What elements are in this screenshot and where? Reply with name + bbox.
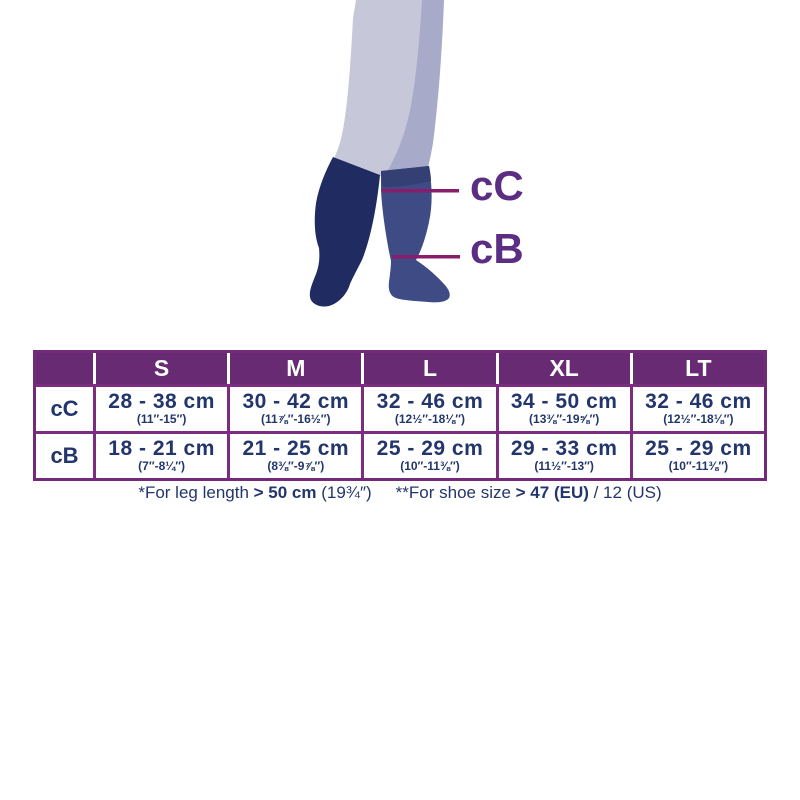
cell-cc-s: 28 - 38 cm (11″-15″) — [93, 384, 228, 431]
cell-cc-m: 30 - 42 cm (11⅞″-16½″) — [227, 384, 362, 431]
cb-xl-inches: (11½″-13″) — [534, 459, 594, 473]
size-table: S M L XL LT cC 28 - 38 cm (11″-15″) 30 -… — [33, 350, 767, 481]
cell-cc-lt: 32 - 46 cm (12½″-18⅛″) — [629, 384, 764, 431]
cc-s-inches: (11″-15″) — [136, 412, 187, 426]
cb-xl-cm: 29 - 33 cm — [510, 437, 618, 460]
cc-m-inches: (11⅞″-16½″) — [261, 412, 331, 426]
cc-measure-line — [382, 189, 459, 193]
shoe-size-note-value: > 47 (EU) — [515, 483, 589, 502]
leg-length-note-value: > 50 cm — [253, 483, 317, 502]
cb-lt-inches: (10″-11⅜″) — [668, 459, 729, 473]
table-row-cc: cC 28 - 38 cm (11″-15″) 30 - 42 cm (11⅞″… — [36, 384, 764, 431]
cc-lt-inches: (12½″-18⅛″) — [663, 412, 734, 426]
row-label-cb: cB — [36, 431, 93, 478]
cell-cb-l: 25 - 29 cm (10″-11⅜″) — [361, 431, 496, 478]
cell-cb-xl: 29 - 33 cm (11½″-13″) — [495, 431, 630, 478]
size-table-header-row: S M L XL LT — [36, 353, 764, 384]
front-leg-shape — [331, 0, 422, 177]
cc-l-cm: 32 - 46 cm — [376, 390, 484, 413]
back-sock-shape — [381, 166, 450, 303]
cb-measure-label: cB — [470, 225, 524, 272]
shoe-size-note-suffix: / 12 (US) — [588, 483, 662, 502]
cc-measure-label: cC — [470, 162, 524, 209]
table-row-cb: cB 18 - 21 cm (7″-8¼″) 21 - 25 cm (8⅜″-9… — [36, 431, 764, 478]
row-label-cc: cC — [36, 384, 93, 431]
header-empty-cell — [36, 353, 93, 384]
cc-s-cm: 28 - 38 cm — [108, 390, 215, 413]
header-size-m: M — [227, 353, 362, 384]
footnote: *For leg length > 50 cm (19¾″) **For shoe… — [0, 483, 800, 503]
cb-lt-cm: 25 - 29 cm — [645, 437, 752, 460]
leg-length-note-suffix: (19¾″) — [316, 483, 372, 502]
cc-xl-inches: (13⅜″-19⅝″) — [529, 412, 600, 426]
cb-measure-line — [392, 255, 460, 259]
front-sock-shape — [309, 157, 380, 307]
cb-m-cm: 21 - 25 cm — [242, 437, 350, 460]
cb-l-cm: 25 - 29 cm — [376, 437, 484, 460]
shoe-size-note-prefix: **For shoe size — [395, 483, 516, 502]
cc-l-inches: (12½″-18⅛″) — [394, 412, 466, 426]
header-size-lt: LT — [629, 353, 764, 384]
cell-cb-s: 18 - 21 cm (7″-8¼″) — [93, 431, 228, 478]
cb-l-inches: (10″-11⅜″) — [400, 459, 460, 473]
cell-cc-xl: 34 - 50 cm (13⅜″-19⅝″) — [495, 384, 630, 431]
cell-cb-lt: 25 - 29 cm (10″-11⅜″) — [629, 431, 764, 478]
header-size-l: L — [361, 353, 496, 384]
cb-s-cm: 18 - 21 cm — [108, 437, 215, 460]
leg-length-note-prefix: *For leg length — [138, 483, 254, 502]
header-size-xl: XL — [495, 353, 630, 384]
legs-illustration: cC cB — [309, 0, 524, 307]
cb-m-inches: (8⅜″-9⅞″) — [267, 459, 325, 473]
cell-cb-m: 21 - 25 cm (8⅜″-9⅞″) — [227, 431, 362, 478]
cc-m-cm: 30 - 42 cm — [242, 390, 350, 413]
cc-lt-cm: 32 - 46 cm — [645, 390, 752, 413]
back-sock-band — [381, 166, 431, 187]
cb-s-inches: (7″-8¼″) — [138, 459, 186, 473]
header-size-s: S — [93, 353, 228, 384]
cell-cc-l: 32 - 46 cm (12½″-18⅛″) — [361, 384, 496, 431]
cc-xl-cm: 34 - 50 cm — [510, 390, 618, 413]
